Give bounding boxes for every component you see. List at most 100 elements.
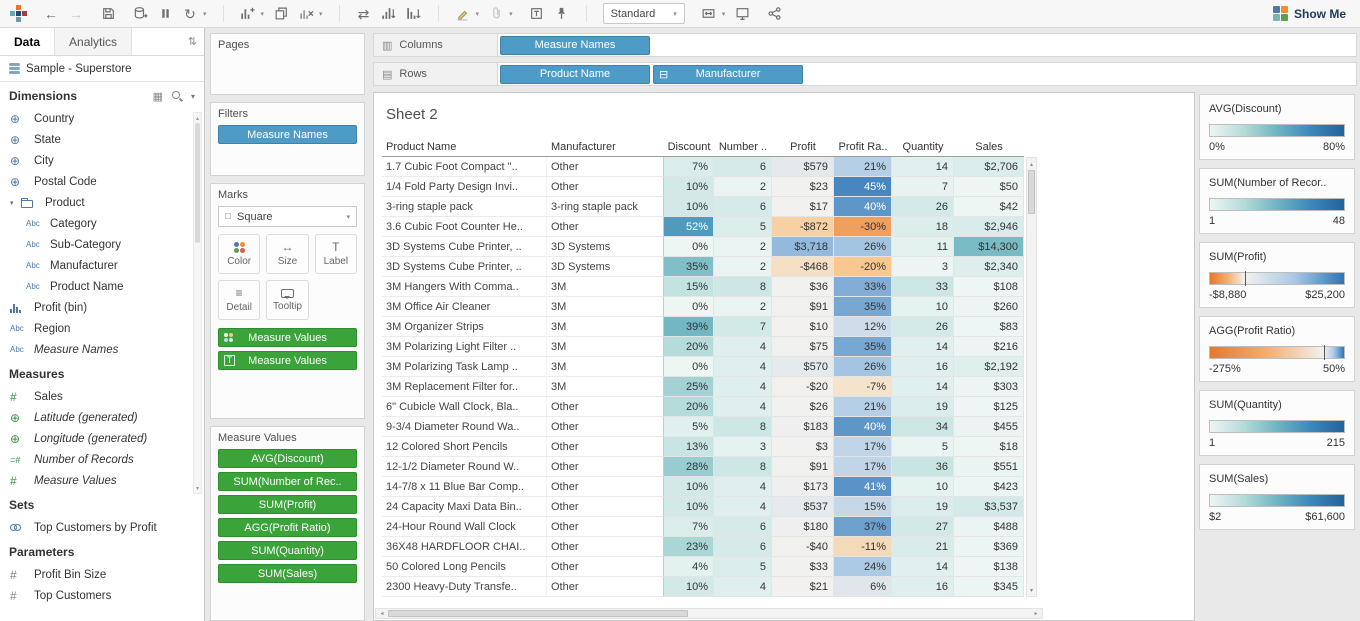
scroll-down-icon[interactable]: ▾	[195, 485, 199, 492]
quantity-cell[interactable]: 21	[892, 537, 954, 557]
pill-measure-values[interactable]: Measure Values	[218, 328, 357, 347]
group-members-icon[interactable]	[488, 5, 504, 23]
records-cell[interactable]: 6	[714, 537, 772, 557]
sales-cell[interactable]: $423	[954, 477, 1024, 497]
new-worksheet-icon[interactable]	[240, 5, 256, 23]
quantity-cell[interactable]: 7	[892, 177, 954, 197]
discount-cell[interactable]: 10%	[664, 197, 714, 217]
profit-cell[interactable]: -$872	[772, 217, 834, 237]
product-name-cell[interactable]: 36X48 HARDFLOOR CHAI..	[382, 537, 547, 557]
column-header-profit[interactable]: Profit	[772, 135, 834, 157]
records-cell[interactable]: 4	[714, 357, 772, 377]
sales-cell[interactable]: $18	[954, 437, 1024, 457]
quantity-cell[interactable]: 19	[892, 497, 954, 517]
manufacturer-cell[interactable]: Other	[547, 557, 664, 577]
legend-gradient[interactable]	[1209, 345, 1345, 360]
profit-cell[interactable]: $180	[772, 517, 834, 537]
discount-cell[interactable]: 28%	[664, 457, 714, 477]
quantity-cell[interactable]: 26	[892, 197, 954, 217]
field-state[interactable]: ⊕ State	[0, 129, 204, 150]
run-auto-updates-icon[interactable]: ↻	[184, 5, 196, 22]
scroll-left-icon[interactable]: ◂	[380, 611, 384, 617]
discount-cell[interactable]: 5%	[664, 417, 714, 437]
sales-cell[interactable]: $369	[954, 537, 1024, 557]
discount-cell[interactable]: 7%	[664, 517, 714, 537]
field-top-customers[interactable]: # Top Customers	[0, 585, 204, 606]
product-name-cell[interactable]: 3D Systems Cube Printer, ..	[382, 237, 547, 257]
field-profit-bin-size[interactable]: # Profit Bin Size	[0, 564, 204, 585]
discount-cell[interactable]: 10%	[664, 497, 714, 517]
detail-button[interactable]: ≡ Detail	[218, 280, 261, 320]
column-header-number[interactable]: Number ..	[714, 135, 772, 157]
scroll-up-icon[interactable]: ▴	[1029, 161, 1033, 168]
manufacturer-cell[interactable]: 3M	[547, 337, 664, 357]
search-icon[interactable]	[171, 90, 183, 102]
profit-cell[interactable]: $23	[772, 177, 834, 197]
quantity-cell[interactable]: 10	[892, 297, 954, 317]
product-name-cell[interactable]: 24-Hour Round Wall Clock	[382, 517, 547, 537]
pill-sum-number-of-rec[interactable]: SUM(Number of Rec..	[218, 472, 357, 491]
manufacturer-cell[interactable]: Other	[547, 517, 664, 537]
duplicate-sheet-icon[interactable]	[273, 5, 289, 23]
ratio-cell[interactable]: 21%	[834, 397, 892, 417]
records-cell[interactable]: 5	[714, 217, 772, 237]
profit-cell[interactable]: $36	[772, 277, 834, 297]
legend-gradient[interactable]	[1209, 420, 1345, 433]
sales-cell[interactable]: $50	[954, 177, 1024, 197]
field-region[interactable]: Abc Region	[0, 318, 204, 339]
ratio-cell[interactable]: 37%	[834, 517, 892, 537]
field-measure-names[interactable]: Abc Measure Names	[0, 339, 204, 360]
product-name-cell[interactable]: 3M Organizer Strips	[382, 317, 547, 337]
pill-sum-sales[interactable]: SUM(Sales)	[218, 564, 357, 583]
profit-cell[interactable]: $91	[772, 297, 834, 317]
ratio-cell[interactable]: 41%	[834, 477, 892, 497]
field-postal-code[interactable]: ⊕ Postal Code	[0, 171, 204, 192]
profit-cell[interactable]: $26	[772, 397, 834, 417]
manufacturer-cell[interactable]: Other	[547, 437, 664, 457]
legend-gradient[interactable]	[1209, 494, 1345, 507]
profit-cell[interactable]: $173	[772, 477, 834, 497]
label-button[interactable]: T Label	[314, 234, 357, 274]
pill-measure-values[interactable]: T Measure Values	[218, 351, 357, 370]
manufacturer-cell[interactable]: Other	[547, 417, 664, 437]
discount-cell[interactable]: 10%	[664, 577, 714, 597]
field-product-name[interactable]: Abc Product Name	[0, 276, 204, 297]
quantity-cell[interactable]: 5	[892, 437, 954, 457]
size-button[interactable]: ↔ Size	[266, 234, 309, 274]
records-cell[interactable]: 4	[714, 337, 772, 357]
column-header-quantity[interactable]: Quantity	[892, 135, 954, 157]
pill-measure-names[interactable]: Measure Names	[218, 125, 357, 144]
sales-cell[interactable]: $125	[954, 397, 1024, 417]
chevron-down-icon[interactable]: ▾	[10, 199, 14, 207]
scroll-down-icon[interactable]: ▾	[1029, 587, 1033, 594]
manufacturer-cell[interactable]: 3M	[547, 317, 664, 337]
quantity-cell[interactable]: 11	[892, 237, 954, 257]
discount-cell[interactable]: 0%	[664, 237, 714, 257]
records-cell[interactable]: 8	[714, 277, 772, 297]
manufacturer-cell[interactable]: 3-ring staple pack	[547, 197, 664, 217]
sales-cell[interactable]: $14,300	[954, 237, 1024, 257]
pill-sum-quantity[interactable]: SUM(Quantity)	[218, 541, 357, 560]
tooltip-button[interactable]: Tooltip	[266, 280, 309, 320]
records-cell[interactable]: 4	[714, 377, 772, 397]
clear-sheet-icon[interactable]	[298, 5, 314, 23]
manufacturer-cell[interactable]: Other	[547, 177, 664, 197]
new-data-source-icon[interactable]	[132, 5, 148, 23]
pages-shelf[interactable]: Pages	[210, 33, 365, 95]
manufacturer-cell[interactable]: Other	[547, 457, 664, 477]
sales-cell[interactable]: $455	[954, 417, 1024, 437]
discount-cell[interactable]: 52%	[664, 217, 714, 237]
legend-sum-number-of-recor[interactable]: SUM(Number of Recor.. 1 48	[1199, 168, 1355, 234]
tab-analytics[interactable]: Analytics	[55, 28, 133, 55]
discount-cell[interactable]: 10%	[664, 177, 714, 197]
sales-cell[interactable]: $345	[954, 577, 1024, 597]
new-worksheet-caret-icon[interactable]: ▾	[260, 10, 265, 18]
column-header-product-name[interactable]: Product Name	[382, 135, 547, 157]
sort-ascending-icon[interactable]	[381, 5, 397, 23]
field-longitude-generated[interactable]: ⊕ Longitude (generated)	[0, 428, 204, 449]
ratio-cell[interactable]: 17%	[834, 437, 892, 457]
scrollbar-thumb[interactable]	[195, 123, 200, 243]
scroll-right-icon[interactable]: ▸	[1034, 611, 1038, 617]
color-button[interactable]: Color	[218, 234, 261, 274]
records-cell[interactable]: 2	[714, 297, 772, 317]
